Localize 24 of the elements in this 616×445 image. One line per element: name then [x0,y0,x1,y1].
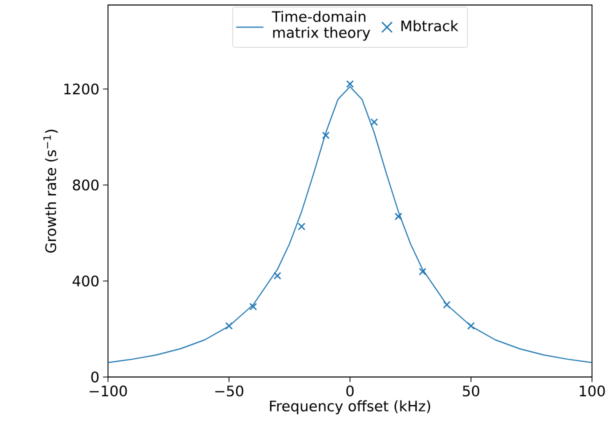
point [274,272,282,280]
point [418,268,426,276]
point [442,300,451,309]
point [322,132,330,140]
y-axis-title: Growth rate (s$^{−1}$) [43,130,58,253]
y-tick-label: 0 [91,372,99,382]
point [394,212,402,220]
x-tick-label: −50 [215,385,244,396]
point [370,118,378,126]
x-tick-label: −100 [90,385,127,396]
x-tick-label: 0 [346,385,354,396]
point [249,302,258,310]
point [225,322,233,330]
point [467,322,475,330]
y-tick-label: 1200 [64,84,99,94]
x-tick-label: 50 [462,385,480,396]
y-tick-label: 400 [72,276,99,286]
y-tick-label: 800 [72,180,99,190]
x-axis-title: Frequency offset (kHz) [270,400,430,414]
point [298,222,306,230]
legend-label: Mbtrack [401,20,458,32]
legend-label: Time-domain matrix theory [272,10,370,41]
x-tick-label: 100 [580,385,605,396]
point [346,80,354,88]
